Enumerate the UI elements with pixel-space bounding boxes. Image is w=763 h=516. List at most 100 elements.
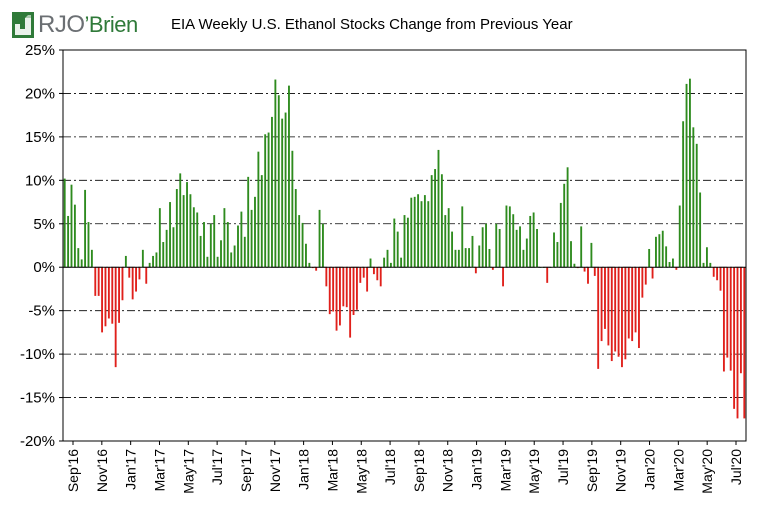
bar [315, 267, 318, 271]
bar [169, 202, 171, 268]
bar [84, 189, 87, 268]
bar [522, 249, 525, 268]
bar [559, 202, 562, 268]
bar [624, 267, 627, 360]
bar [471, 235, 474, 268]
bar [87, 222, 90, 268]
bar [722, 267, 725, 372]
bar [716, 267, 719, 281]
bar [240, 211, 243, 268]
bar [223, 208, 226, 268]
bar [607, 267, 610, 346]
bar [682, 121, 685, 268]
bar [63, 178, 66, 268]
y-tick-label: 15% [25, 129, 55, 146]
bar [400, 257, 403, 268]
bar [617, 267, 620, 357]
bar [118, 267, 120, 323]
bar [379, 267, 382, 287]
bar [114, 267, 117, 368]
bar [505, 205, 508, 268]
logo-text-rjo: RJO [38, 11, 85, 38]
bar [529, 215, 532, 268]
bar [532, 212, 535, 268]
bar [335, 267, 338, 331]
bar [148, 262, 151, 268]
bar [247, 176, 250, 268]
bar [264, 134, 267, 268]
bar [672, 258, 674, 268]
bar [369, 258, 372, 268]
bar [689, 78, 691, 268]
bar [141, 249, 144, 268]
bar [372, 267, 375, 275]
y-tick-labels: 25% 20% 15% 10% 5% 0% -5% -10% -15% -20% [20, 42, 55, 450]
bar [658, 234, 661, 268]
bar [675, 267, 678, 270]
bar [162, 242, 165, 268]
x-tick-label: May'20 [699, 449, 715, 494]
bar [736, 267, 739, 419]
logo-mark-icon [12, 12, 34, 38]
bar [284, 112, 287, 268]
bar [593, 267, 596, 276]
bar [573, 263, 576, 268]
bar [563, 183, 566, 268]
bar [454, 249, 457, 268]
logo-text-brien: Brien [88, 12, 138, 37]
bar [172, 227, 175, 268]
bar [73, 204, 76, 268]
bar [294, 189, 297, 268]
bar [488, 248, 491, 268]
bar [209, 223, 212, 268]
bar [277, 95, 280, 268]
y-tick-label: 20% [25, 85, 55, 102]
bar [491, 267, 494, 270]
bar [474, 267, 477, 274]
bar [308, 262, 311, 268]
bar [655, 236, 657, 268]
bar [597, 267, 600, 369]
bar [135, 267, 137, 292]
bar [461, 206, 464, 268]
bar [111, 267, 114, 324]
bar [213, 215, 216, 268]
bar [403, 215, 406, 268]
bar [124, 255, 127, 268]
bar [152, 255, 154, 268]
bar [413, 196, 416, 268]
bar [67, 215, 70, 268]
bar [101, 267, 104, 333]
x-tick-label: Jul'20 [728, 449, 744, 485]
bar [406, 217, 409, 268]
bar [128, 267, 131, 278]
bar [434, 169, 437, 268]
x-tick-label: May'18 [353, 449, 369, 494]
y-tick-label: -10% [20, 346, 55, 363]
bar [515, 229, 518, 268]
bar [322, 223, 324, 268]
x-tick-label: Sep'17 [238, 449, 254, 492]
bar [271, 116, 273, 268]
bar [512, 214, 515, 268]
bar [478, 245, 481, 268]
bar [145, 267, 148, 284]
bar [325, 267, 328, 287]
bar [610, 267, 613, 362]
bar [94, 267, 97, 296]
bar [420, 201, 423, 268]
bar [155, 252, 158, 268]
logo-text: RJO’Brien [38, 11, 138, 39]
bar [342, 267, 345, 307]
bar [376, 267, 379, 281]
y-tick-label: 5% [33, 216, 55, 233]
y-tick-label: 10% [25, 172, 55, 189]
bar [203, 222, 205, 268]
bar [254, 196, 256, 268]
bar [396, 231, 399, 268]
y-tick-label: -15% [20, 390, 55, 407]
y-tick-label: -5% [28, 303, 55, 320]
bar [705, 247, 708, 268]
bar [417, 194, 420, 268]
